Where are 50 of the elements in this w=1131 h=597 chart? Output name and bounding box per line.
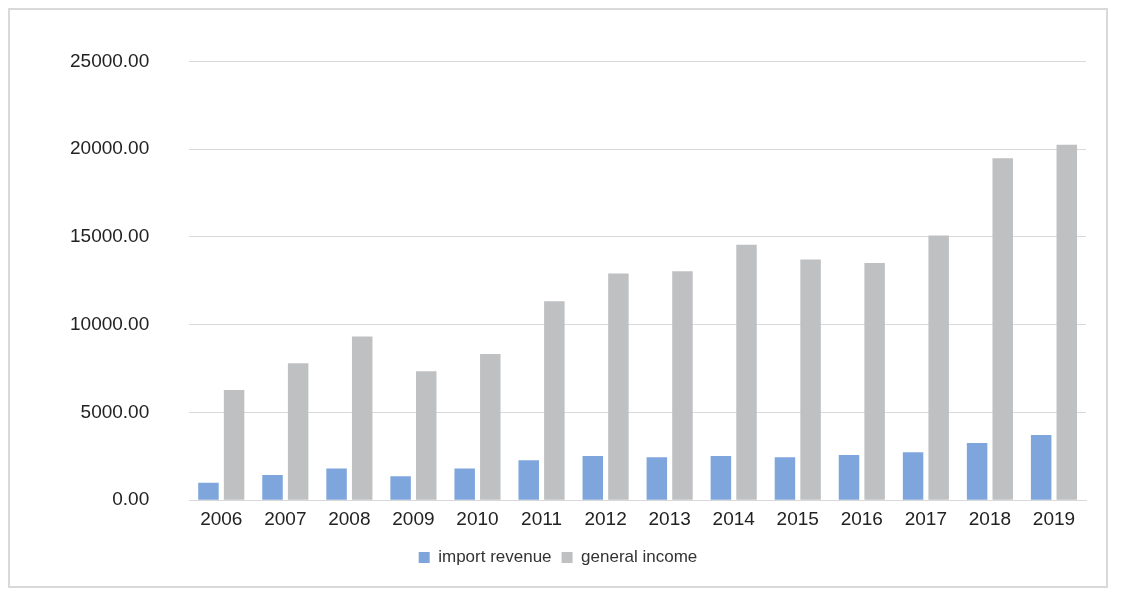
x-tick-label: 2009: [392, 507, 435, 529]
bar: [454, 468, 475, 500]
bar: [1056, 144, 1078, 500]
bar: [966, 442, 988, 500]
x-tick-label: 2018: [968, 507, 1012, 529]
bar: [544, 301, 565, 500]
y-tick-label: 25000.00: [70, 49, 150, 71]
bar: [736, 244, 757, 500]
x-tick-label: 2017: [904, 507, 948, 529]
bar: [287, 363, 309, 500]
bar: [390, 476, 411, 500]
bar: [992, 158, 1013, 500]
x-tick-label: 2011: [521, 507, 562, 529]
x-tick-label: 2014: [712, 507, 756, 529]
bar: [480, 353, 501, 500]
x-tick-label: 2019: [1032, 507, 1076, 529]
bar: [646, 457, 668, 500]
bar: [1030, 434, 1052, 500]
y-tick-label: 10000.00: [70, 312, 150, 334]
x-tick-label: 2013: [648, 507, 691, 529]
x-tick-label: 2007: [264, 507, 307, 529]
bar: [326, 468, 347, 500]
y-tick-label: 5000.00: [80, 400, 150, 422]
x-tick-label: 2015: [776, 507, 819, 529]
bar: [800, 259, 821, 500]
bar: [608, 273, 629, 500]
bar: [416, 371, 437, 500]
bar: [672, 271, 693, 500]
bar: [838, 454, 860, 500]
x-tick-label: 2008: [328, 507, 371, 529]
bar: [518, 460, 539, 500]
bar: [351, 336, 373, 500]
y-tick-label: 15000.00: [70, 225, 150, 247]
x-tick-label: 2010: [456, 507, 499, 529]
bar: [864, 263, 885, 500]
x-tick-label: 2016: [840, 507, 883, 529]
bar: [710, 455, 732, 500]
bar: [262, 475, 283, 500]
x-tick-label: 2006: [200, 507, 243, 529]
bar: [902, 452, 924, 500]
y-tick-label: 20000.00: [70, 137, 150, 159]
bar: [582, 455, 604, 500]
bar: [198, 482, 219, 500]
y-tick-label: 0.00: [112, 488, 150, 510]
x-tick-label: 2012: [584, 507, 627, 529]
bar: [774, 457, 796, 500]
bar: [928, 235, 949, 500]
legend-label: import revenue: [438, 547, 552, 567]
legend-label: general income: [581, 547, 698, 567]
bar: [223, 389, 245, 500]
